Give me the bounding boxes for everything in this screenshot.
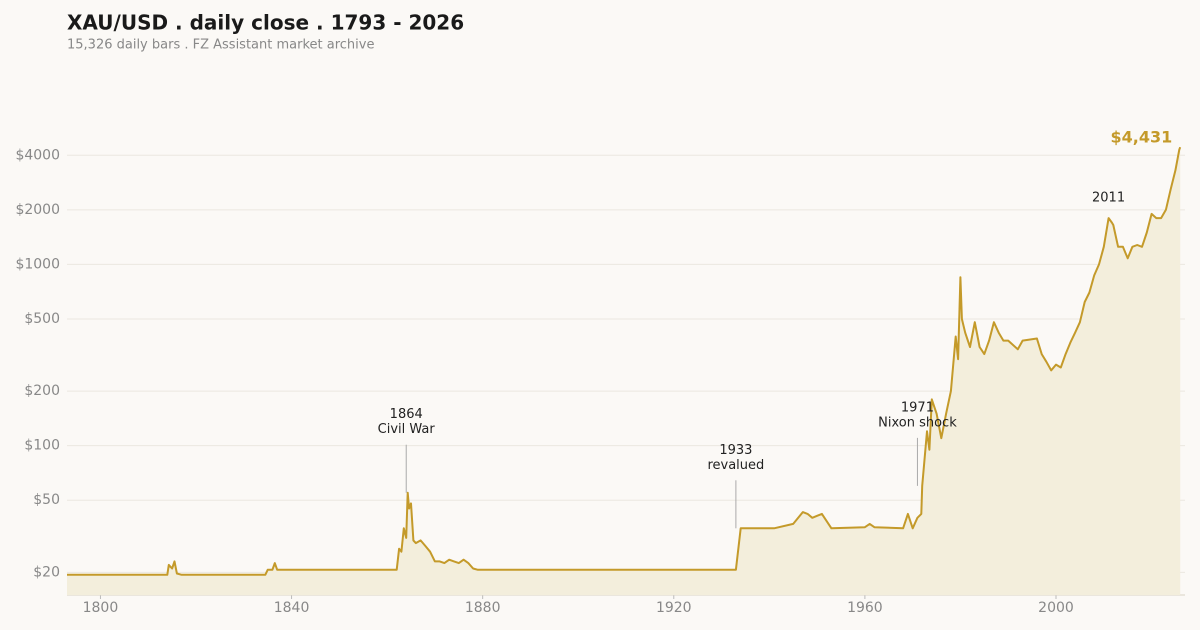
chart-subtitle: 15,326 daily bars . FZ Assistant market … <box>67 38 374 53</box>
y-tick-label: $200 <box>24 383 60 399</box>
y-tick-label: $20 <box>33 564 60 580</box>
x-tick-label: 1800 <box>83 600 119 616</box>
annotation-text: 1933 <box>719 443 752 458</box>
x-tick-label: 1880 <box>465 600 501 616</box>
annotation-text: 2011 <box>1092 191 1125 206</box>
annotation-text: 1864 <box>390 407 423 422</box>
y-tick-label: $4000 <box>15 147 60 163</box>
x-tick-label: 2000 <box>1038 600 1074 616</box>
last-value-label: $4,431 <box>1110 128 1172 147</box>
y-tick-label: $50 <box>33 492 60 508</box>
x-tick-label: 1960 <box>847 600 883 616</box>
line <box>67 146 1182 576</box>
x-tick-label: 1840 <box>274 600 310 616</box>
y-tick-label: $500 <box>24 311 60 327</box>
annotation-text: 1971 <box>901 400 934 415</box>
y-tick-label: $100 <box>24 438 60 454</box>
annotation-text: Nixon shock <box>878 415 957 430</box>
y-tick-label: $2000 <box>15 202 60 218</box>
x-tick-label: 1920 <box>656 600 692 616</box>
annotation-text: revalued <box>707 458 764 473</box>
y-tick-label: $1000 <box>15 256 60 272</box>
area <box>67 147 1181 595</box>
chart-title: XAU/USD . daily close . 1793 - 2026 <box>67 11 464 35</box>
annotation-text: Civil War <box>378 422 436 437</box>
